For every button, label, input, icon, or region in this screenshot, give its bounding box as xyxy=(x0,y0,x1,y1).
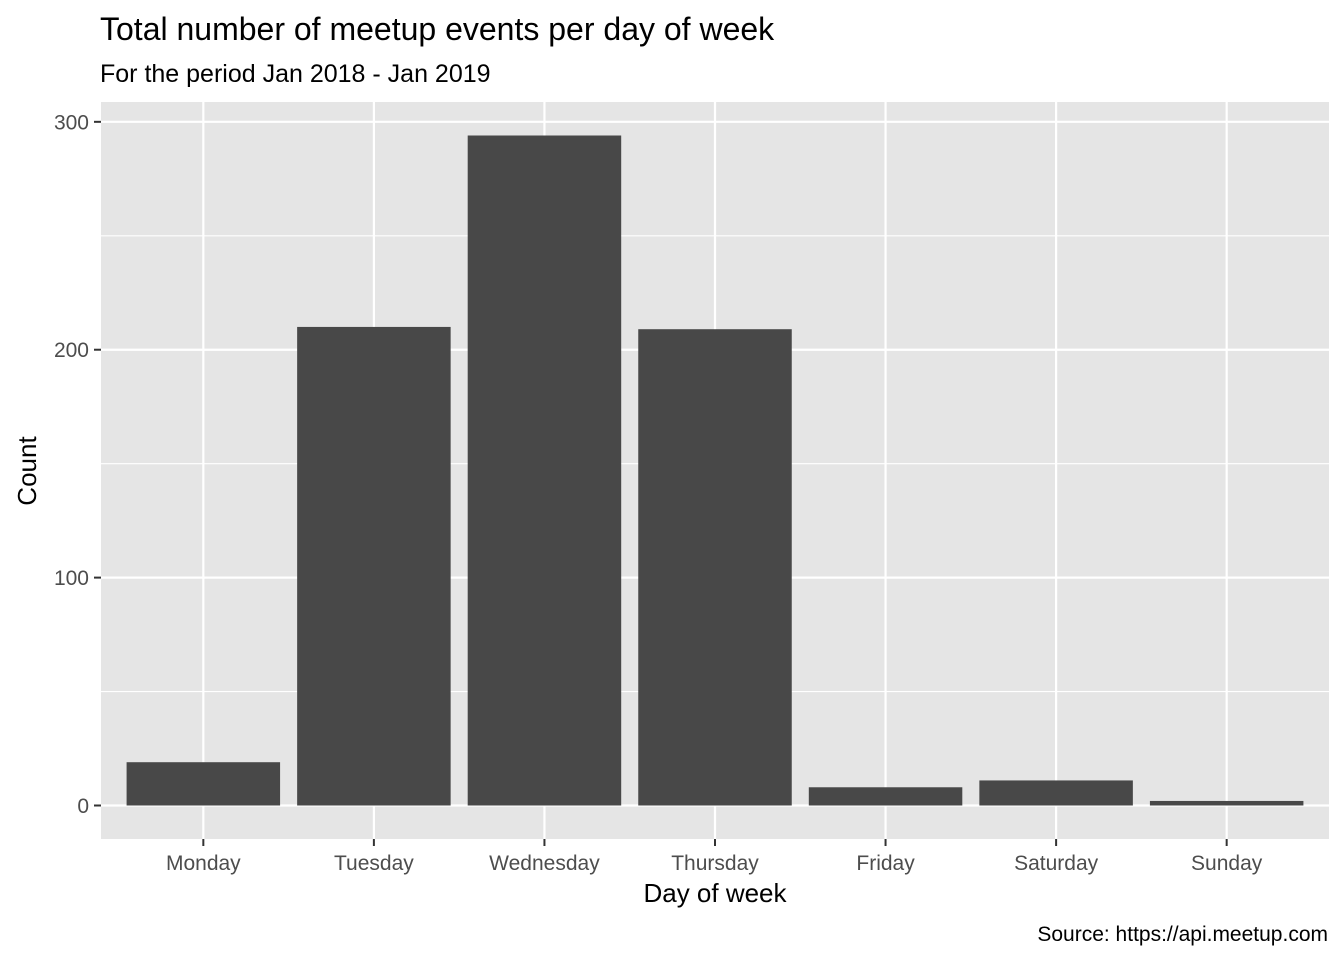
y-axis-title: Count xyxy=(12,436,42,506)
x-tick-label: Tuesday xyxy=(334,852,414,875)
x-tick-label: Wednesday xyxy=(489,852,600,875)
x-tick-label: Friday xyxy=(856,852,915,875)
x-tick-label: Monday xyxy=(166,852,241,875)
chart-title: Total number of meetup events per day of… xyxy=(100,11,775,47)
y-axis: 0 100 200 300 xyxy=(54,111,101,818)
bar-thursday xyxy=(638,329,792,806)
bar-wednesday xyxy=(467,135,622,806)
y-tick-label: 200 xyxy=(54,339,89,362)
x-tick-label: Sunday xyxy=(1191,852,1263,875)
x-axis: Monday Tuesday Wednesday Thursday Friday Satu… xyxy=(166,839,1263,875)
bar-friday xyxy=(808,787,963,806)
x-axis-title: Day of week xyxy=(643,878,787,908)
bar-saturday xyxy=(979,780,1133,806)
bar-sunday xyxy=(1149,800,1304,806)
bar-monday xyxy=(126,762,281,806)
y-tick-label: 100 xyxy=(54,567,89,590)
bars-group xyxy=(126,135,1304,806)
y-tick-label: 0 xyxy=(77,795,89,818)
bar-tuesday xyxy=(297,326,451,806)
x-tick-label: Thursday xyxy=(671,852,759,875)
x-tick-label: Saturday xyxy=(1014,852,1099,875)
y-tick-label: 300 xyxy=(54,111,89,134)
chart-caption: Source: https://api.meetup.com xyxy=(1037,923,1328,946)
chart-subtitle: For the period Jan 2018 - Jan 2019 xyxy=(100,60,491,88)
